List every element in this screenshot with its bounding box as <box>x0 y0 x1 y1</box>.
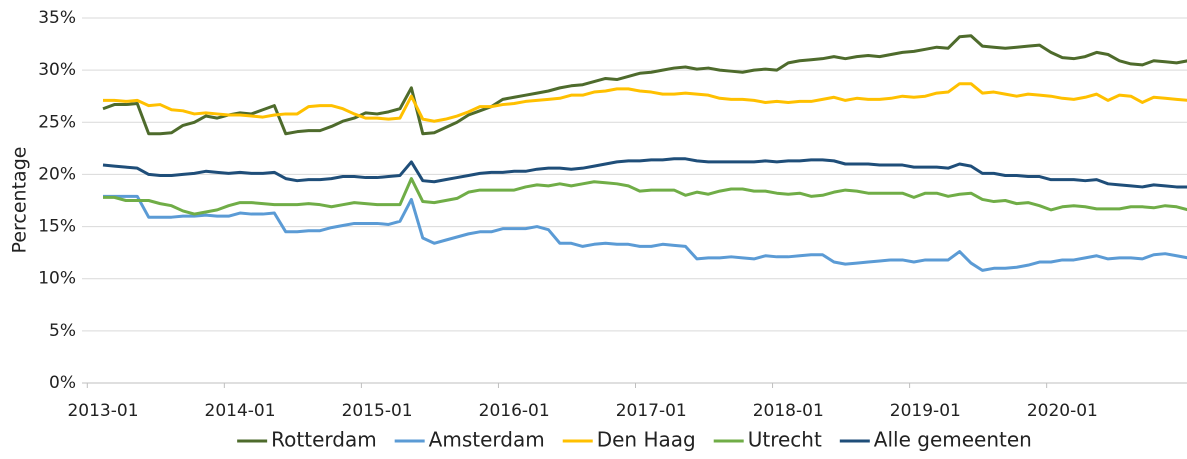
series-line <box>103 177 1187 216</box>
x-tick-label: 2014-01 <box>205 401 276 421</box>
y-tick-label: 25% <box>38 112 76 132</box>
legend-label: Den Haag <box>597 428 696 452</box>
y-tick-label: 5% <box>49 321 76 341</box>
x-tick-label: 2019-01 <box>890 401 961 421</box>
series-line <box>102 157 1187 189</box>
x-tick-label: 2020-01 <box>1027 401 1098 421</box>
series-line <box>102 34 1187 136</box>
legend: Rotterdam Amsterdam Den Haag Utrecht Alle ge… <box>237 428 1032 452</box>
legend-label: Amsterdam <box>429 428 545 452</box>
legend-label: Rotterdam <box>271 428 377 452</box>
series-line <box>103 194 1187 272</box>
x-tick-label: 2013-01 <box>67 401 138 421</box>
y-axis-label: Percentage <box>9 147 31 254</box>
x-tick-label: 2016-01 <box>479 401 550 421</box>
y-tick-label: 20% <box>38 164 76 184</box>
y-tick-label: 15% <box>38 217 76 237</box>
series-line <box>103 82 1187 123</box>
y-tick-label: 30% <box>38 60 76 80</box>
y-tick-label: 10% <box>38 269 76 289</box>
x-tick-label: 2015-01 <box>342 401 413 421</box>
y-tick-label: 35% <box>38 8 76 28</box>
legend-label: Utrecht <box>748 428 822 452</box>
x-tick-label: 2017-01 <box>616 401 687 421</box>
legend-label: Alle gemeenten <box>874 428 1032 452</box>
x-tick-label: 2018-01 <box>753 401 824 421</box>
y-tick-label: 0% <box>49 373 76 393</box>
